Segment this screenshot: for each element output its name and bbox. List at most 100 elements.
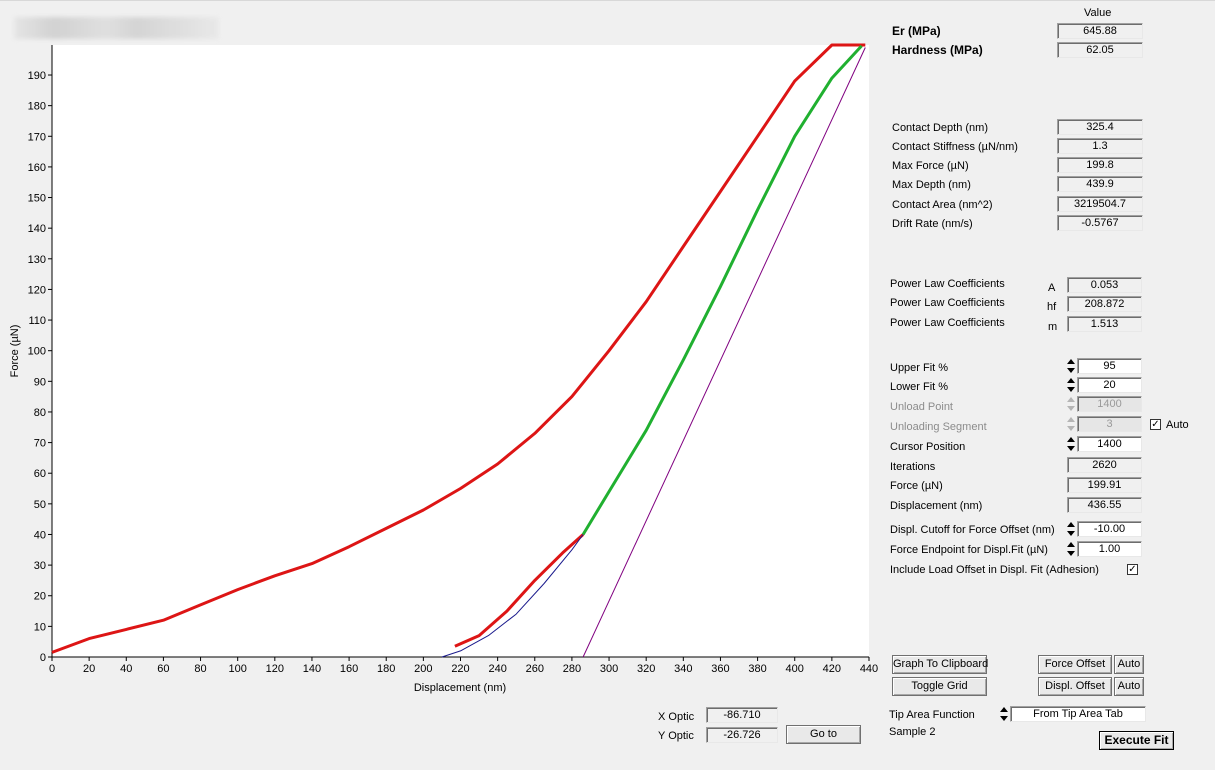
y-tick-label: 170	[28, 131, 46, 143]
force-value: 199.91	[1067, 477, 1142, 493]
force-endpoint-label: Force Endpoint for Displ.Fit (µN)	[890, 544, 1048, 556]
series-line-1	[454, 533, 585, 648]
unloading-segment-spinner[interactable]	[1066, 416, 1076, 432]
plot-area[interactable]	[52, 45, 869, 657]
window-top-border	[0, 0, 1215, 1]
y-tick-label: 50	[34, 499, 46, 511]
unloading-segment-label: Unloading Segment	[890, 421, 987, 433]
x-tick-label: 380	[748, 663, 766, 675]
unloading-segment-input[interactable]: 3	[1077, 416, 1142, 432]
series-line-0	[51, 43, 866, 654]
x-tick-label: 120	[266, 663, 284, 675]
sample-label: Sample 2	[889, 726, 936, 738]
go-to-button[interactable]: Go to	[786, 725, 861, 744]
y-tick-label: 110	[28, 315, 46, 327]
y-tick-label: 10	[34, 621, 46, 633]
cursor-position-input[interactable]: 1400	[1077, 436, 1142, 452]
displ-cutoff-input[interactable]: -10.00	[1077, 521, 1142, 537]
upper-fit-spinner[interactable]	[1066, 358, 1076, 374]
series-line-3	[441, 534, 584, 658]
x-tick-label: 100	[229, 663, 247, 675]
lower-fit-label: Lower Fit %	[890, 381, 949, 393]
contact-stiffness-label: Contact Stiffness (µN/nm)	[892, 141, 1018, 153]
y-tick-label: 180	[28, 101, 46, 113]
y-tick-label: 140	[28, 223, 46, 235]
y-tick-label: 70	[34, 438, 46, 450]
tip-area-function-field[interactable]: From Tip Area Tab	[1010, 706, 1146, 722]
toggle-grid-button[interactable]: Toggle Grid	[892, 677, 987, 696]
unload-point-spinner[interactable]	[1066, 396, 1076, 412]
max-force-label: Max Force (µN)	[892, 160, 969, 172]
tip-area-spinner[interactable]	[999, 706, 1009, 722]
y-tick-label: 190	[28, 70, 46, 82]
unload-point-input[interactable]: 1400	[1077, 396, 1142, 412]
execute-fit-button[interactable]: Execute Fit	[1099, 731, 1174, 750]
y-tick-label: 130	[28, 254, 46, 266]
power-law-a-label: Power Law Coefficients	[890, 278, 1005, 290]
x-tick-label: 220	[451, 663, 469, 675]
force-endpoint-input[interactable]: 1.00	[1077, 541, 1142, 557]
y-tick-label: 20	[34, 591, 46, 603]
redacted-title	[14, 17, 219, 39]
x-tick-label: 260	[526, 663, 544, 675]
x-tick-label: 300	[600, 663, 618, 675]
contact-stiffness-value: 1.3	[1057, 138, 1143, 154]
x-tick-label: 280	[563, 663, 581, 675]
y-tick-label: 160	[28, 162, 46, 174]
auto-checkbox[interactable]: ✓	[1150, 419, 1161, 430]
x-optic-value: -86.710	[706, 707, 778, 723]
displ-cutoff-spinner[interactable]	[1066, 521, 1076, 537]
lower-fit-spinner[interactable]	[1066, 377, 1076, 393]
cursor-position-spinner[interactable]	[1066, 436, 1076, 452]
graph-to-clipboard-button[interactable]: Graph To Clipboard	[892, 655, 988, 674]
contact-depth-value: 325.4	[1057, 119, 1143, 135]
x-tick-label: 20	[83, 663, 95, 675]
power-law-m-label: Power Law Coefficients	[890, 317, 1005, 329]
cursor-position-label: Cursor Position	[890, 441, 966, 453]
force-offset-button[interactable]: Force Offset	[1038, 655, 1112, 674]
force-offset-auto-button[interactable]: Auto	[1114, 655, 1144, 674]
y-tick-label: 60	[34, 468, 46, 480]
max-force-value: 199.8	[1057, 157, 1143, 173]
force-label: Force (µN)	[890, 480, 943, 492]
x-tick-label: 140	[303, 663, 321, 675]
contact-depth-label: Contact Depth (nm)	[892, 122, 988, 134]
y-tick-label: 90	[34, 376, 46, 388]
contact-area-value: 3219504.7	[1057, 196, 1143, 212]
displ-offset-button[interactable]: Displ. Offset	[1038, 677, 1112, 696]
y-tick-label: 150	[28, 193, 46, 205]
upper-fit-label: Upper Fit %	[890, 362, 949, 374]
x-tick-label: 160	[340, 663, 358, 675]
upper-fit-input[interactable]: 95	[1077, 358, 1142, 374]
y-optic-value: -26.726	[706, 727, 778, 743]
x-tick-label: 180	[377, 663, 395, 675]
x-tick-label: 60	[157, 663, 169, 675]
x-tick-label: 200	[414, 663, 432, 675]
x-tick-label: 240	[488, 663, 506, 675]
x-tick-label: 320	[637, 663, 655, 675]
x-tick-label: 80	[194, 663, 206, 675]
y-tick-label: 100	[28, 346, 46, 358]
include-load-offset-checkbox[interactable]: ✓	[1127, 564, 1138, 575]
tip-area-function-label: Tip Area Function	[889, 709, 975, 721]
lower-fit-input[interactable]: 20	[1077, 377, 1142, 393]
max-depth-label: Max Depth (nm)	[892, 179, 971, 191]
x-tick-label: 340	[674, 663, 692, 675]
force-endpoint-spinner[interactable]	[1066, 541, 1076, 557]
displ-cutoff-label: Displ. Cutoff for Force Offset (nm)	[890, 524, 1055, 536]
series-line-2	[581, 44, 863, 536]
y-tick-label: 80	[34, 407, 46, 419]
x-tick-label: 400	[786, 663, 804, 675]
drift-rate-value: -0.5767	[1057, 215, 1143, 231]
y-tick-label: 40	[34, 529, 46, 541]
hardness-value: 62.05	[1057, 42, 1143, 58]
drift-rate-label: Drift Rate (nm/s)	[892, 218, 973, 230]
displacement-value: 436.55	[1067, 497, 1142, 513]
x-tick-label: 420	[823, 663, 841, 675]
power-law-a-symbol: A	[1048, 282, 1056, 294]
value-header: Value	[1084, 7, 1112, 19]
er-label: Er (MPa)	[892, 24, 941, 38]
displ-offset-auto-button[interactable]: Auto	[1114, 677, 1144, 696]
power-law-hf-label: Power Law Coefficients	[890, 297, 1005, 309]
force-displacement-chart[interactable]: 0 20 40 60 80 100 120 140 160 180 200 220 240 260 280 3…	[0, 0, 880, 700]
